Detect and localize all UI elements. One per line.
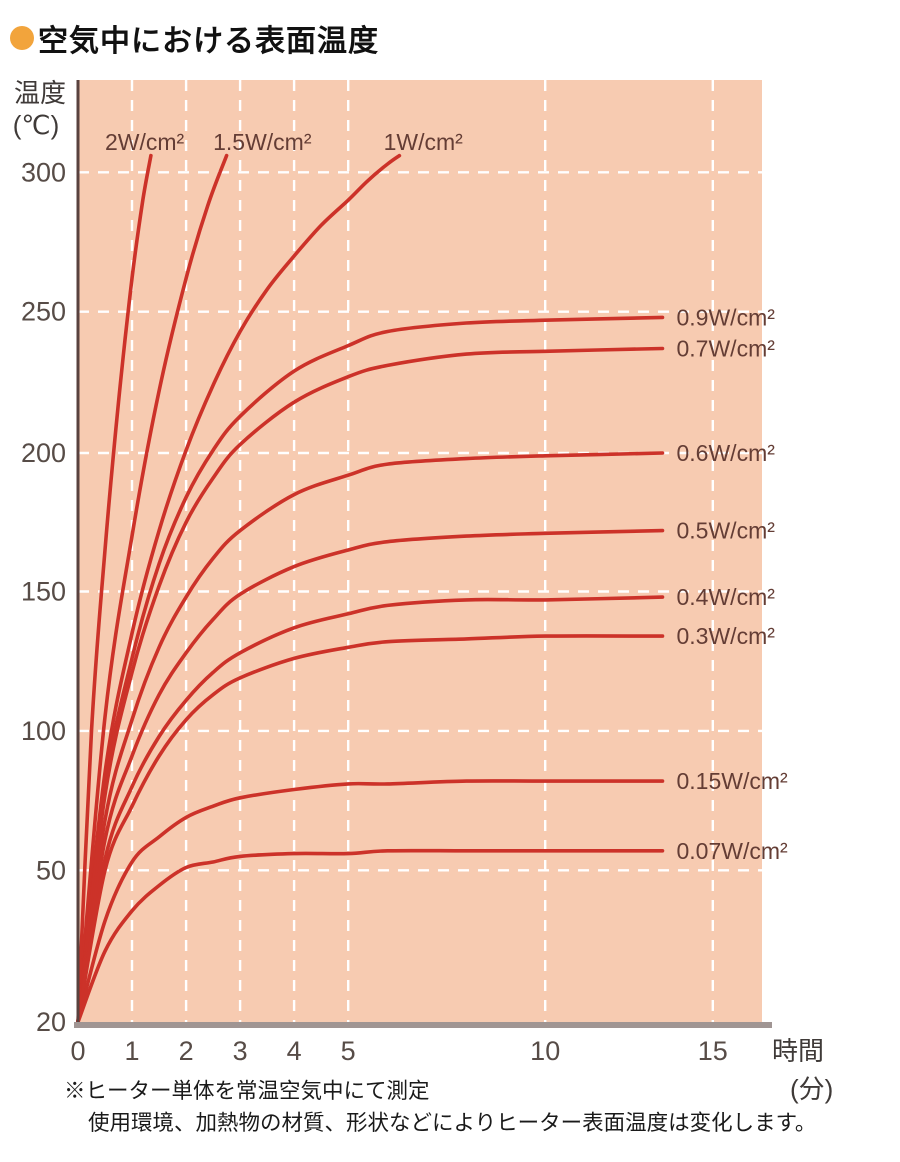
x-tick-3: 3 xyxy=(233,1036,248,1066)
x-tick-2: 2 xyxy=(179,1036,194,1066)
series-1Wcm-line xyxy=(76,153,402,1024)
series-1Wcm-label: 1W/cm² xyxy=(384,129,464,155)
y-tick-20: 20 xyxy=(36,1007,66,1037)
series-0.4Wcm-line xyxy=(76,595,665,1024)
x-axis-line xyxy=(74,1022,772,1028)
series-0.3Wcm-label: 0.3W/cm² xyxy=(677,623,776,649)
x-tick-5: 5 xyxy=(341,1036,356,1066)
series-0.7Wcm-label: 0.7W/cm² xyxy=(677,336,776,362)
y-axis-title: 温度 xyxy=(14,78,66,108)
y-axis-unit: (℃) xyxy=(13,110,60,140)
series-0.6Wcm-label: 0.6W/cm² xyxy=(677,440,776,466)
series-0.5Wcm-label: 0.5W/cm² xyxy=(677,518,776,544)
x-tick-4: 4 xyxy=(287,1036,302,1066)
series-1.5Wcm-line xyxy=(76,153,229,1024)
series-2Wcm-label: 2W/cm² xyxy=(105,129,185,155)
series-0.5Wcm-line xyxy=(76,528,665,1024)
footnote-disclaimer: 使用環境、加熱物の材質、形状などによりヒーター表面温度は変化します。 xyxy=(88,1111,817,1135)
y-tick-250: 250 xyxy=(21,297,66,327)
series-0.07Wcm-label: 0.07W/cm² xyxy=(677,838,789,864)
series-0.9Wcm-line xyxy=(76,315,665,1024)
series-0.3Wcm-line xyxy=(76,634,665,1024)
page-title: 空気中における表面温度 xyxy=(38,25,379,58)
y-tick-150: 150 xyxy=(21,577,66,607)
series-0.6Wcm-line xyxy=(76,451,665,1024)
series-2Wcm-line xyxy=(76,153,153,1024)
x-tick-10: 10 xyxy=(530,1036,560,1066)
series-0.07Wcm-line xyxy=(76,848,665,1024)
series-0.4Wcm-label: 0.4W/cm² xyxy=(677,584,776,610)
series-1.5Wcm-label: 1.5W/cm² xyxy=(213,129,312,155)
y-tick-100: 100 xyxy=(21,716,66,746)
y-tick-50: 50 xyxy=(36,855,66,885)
series-0.7Wcm-line xyxy=(76,346,665,1024)
y-tick-300: 300 xyxy=(21,157,66,187)
x-tick-15: 15 xyxy=(698,1036,728,1066)
y-tick-200: 200 xyxy=(21,438,66,468)
x-tick-1: 1 xyxy=(124,1036,139,1066)
x-axis-title: 時間 xyxy=(772,1036,824,1066)
plot-area xyxy=(78,80,762,1022)
footnote-measurement-condition: ※ヒーター単体を常温空気中にて測定 xyxy=(64,1079,430,1103)
series-0.15Wcm-line xyxy=(76,779,665,1024)
x-tick-0: 0 xyxy=(70,1036,85,1066)
series-0.15Wcm-label: 0.15W/cm² xyxy=(677,768,789,794)
title-bullet-icon xyxy=(10,26,34,50)
page-header: 空気中における表面温度 xyxy=(10,16,379,60)
series-0.9Wcm-label: 0.9W/cm² xyxy=(677,304,776,330)
x-axis-unit: (分) xyxy=(790,1074,833,1104)
